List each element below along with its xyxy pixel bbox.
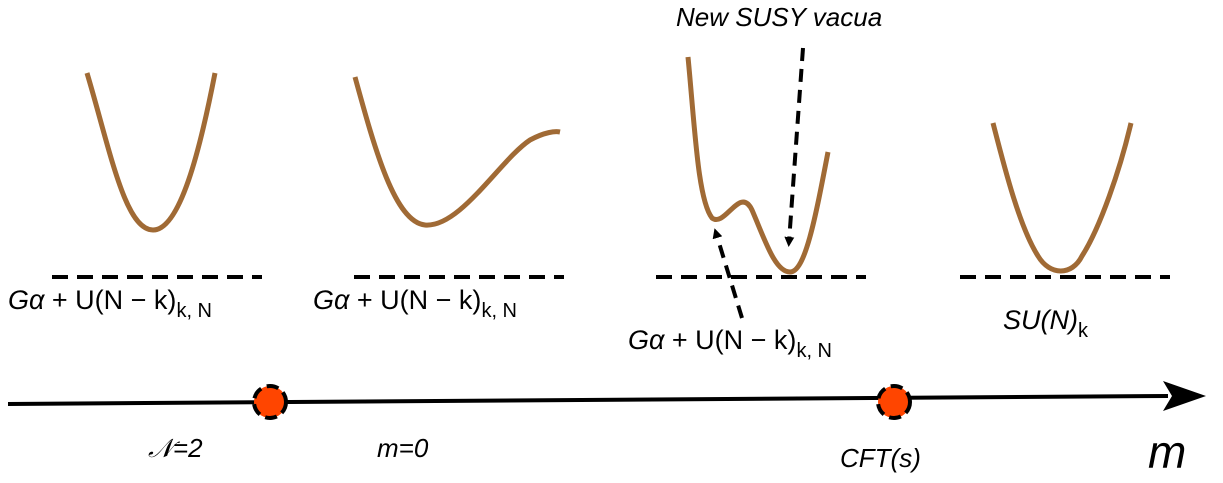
potential-curve-1 <box>84 72 218 233</box>
mass-axis-arrowhead <box>1163 381 1206 411</box>
phase-label-3: Gα + U(N − k)k, N <box>628 325 832 362</box>
phase-label-2: Gα + U(N − k)k, N <box>313 285 517 322</box>
cft-point-label: CFT(s) <box>840 443 921 473</box>
cft-point-marker <box>876 384 912 420</box>
phase-label-1: Gα + U(N − k)k, N <box>8 285 212 322</box>
potential-curve-4 <box>990 122 1134 274</box>
potential-curve-3 <box>685 56 831 275</box>
potential-curve-2 <box>352 76 561 228</box>
phase-label-4: SU(N)k <box>1003 305 1088 342</box>
new-vacua-arrow <box>784 47 805 247</box>
axis-variable-label: m <box>1148 426 1187 478</box>
new-vacua-label: New SUSY vacua <box>676 2 883 32</box>
n2-point-label: 𝒩=2 <box>148 433 203 463</box>
m0-point-label: m=0 <box>377 433 429 463</box>
mass-axis <box>7 394 1169 406</box>
n2-point-marker <box>252 384 288 420</box>
local-vacuum-arrow <box>712 228 744 319</box>
